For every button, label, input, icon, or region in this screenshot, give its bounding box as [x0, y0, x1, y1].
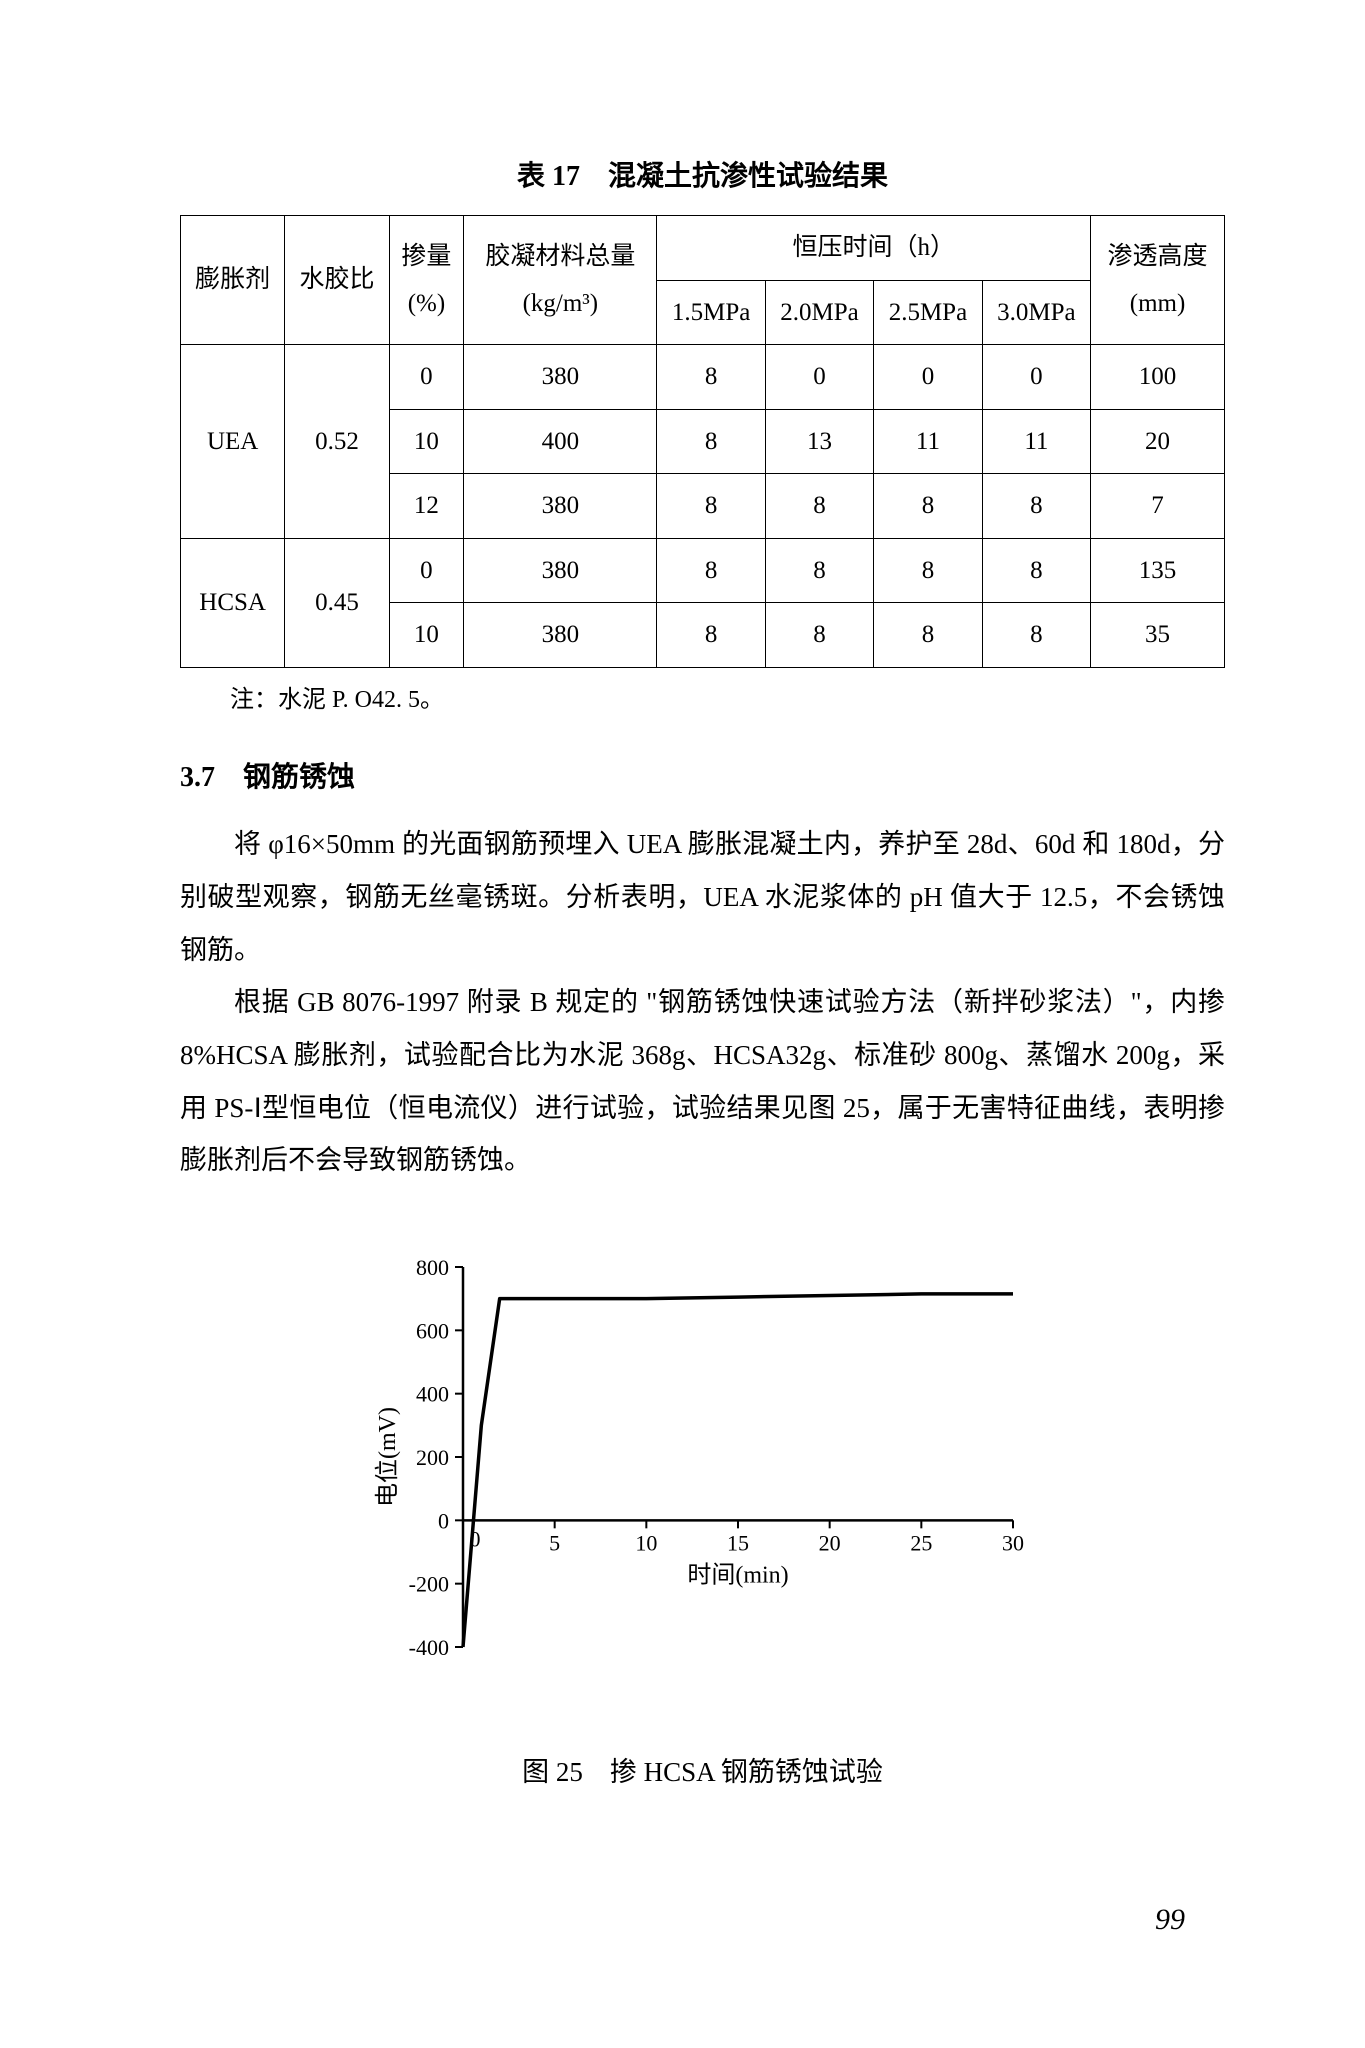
cell-ratio: 0.45: [285, 538, 389, 667]
svg-text:电位(mV): 电位(mV): [374, 1407, 401, 1507]
table-note: 注：水泥 P. O42. 5。: [230, 678, 1225, 724]
cell: 0: [765, 345, 873, 410]
cell: 35: [1091, 603, 1225, 668]
cell: 10: [389, 409, 464, 474]
svg-text:25: 25: [910, 1530, 932, 1555]
th-agent: 膨胀剂: [181, 216, 285, 345]
chart-svg: -400-2000200400600800051015202530时间(min)…: [363, 1237, 1043, 1717]
cell: 0: [982, 345, 1090, 410]
cell: 13: [765, 409, 873, 474]
svg-text:400: 400: [416, 1382, 449, 1407]
svg-text:30: 30: [1002, 1530, 1024, 1555]
cell: 12: [389, 474, 464, 539]
cell: 100: [1091, 345, 1225, 410]
body-paragraph-2: 根据 GB 8076-1997 附录 B 规定的 "钢筋锈蚀快速试验方法（新拌砂…: [180, 976, 1225, 1187]
section-heading: 3.7 钢筋锈蚀: [180, 751, 1225, 804]
corrosion-chart: -400-2000200400600800051015202530时间(min)…: [180, 1237, 1225, 1799]
cell: 8: [874, 474, 982, 539]
cell: 380: [464, 538, 657, 603]
svg-text:200: 200: [416, 1445, 449, 1470]
svg-text:10: 10: [635, 1530, 657, 1555]
th-height: 渗透高度(mm): [1091, 216, 1225, 345]
cell: 0: [389, 345, 464, 410]
cell: 8: [765, 474, 873, 539]
cell: 8: [657, 538, 765, 603]
cell: 380: [464, 345, 657, 410]
th-time: 恒压时间（h）: [657, 216, 1091, 281]
table-row: UEA 0.52 0 380 8 0 0 0 100: [181, 345, 1225, 410]
cell: 20: [1091, 409, 1225, 474]
cell: 8: [657, 474, 765, 539]
table-title: 表 17 混凝土抗渗性试验结果: [180, 150, 1225, 203]
table-header-row-1: 膨胀剂 水胶比 掺量(%) 胶凝材料总量(kg/m³) 恒压时间（h） 渗透高度…: [181, 216, 1225, 281]
cell: 8: [874, 538, 982, 603]
svg-text:800: 800: [416, 1255, 449, 1280]
body-paragraph-1: 将 φ16×50mm 的光面钢筋预埋入 UEA 膨胀混凝土内，养护至 28d、6…: [180, 818, 1225, 976]
cell: 8: [874, 603, 982, 668]
cell: 8: [982, 603, 1090, 668]
cell: 10: [389, 603, 464, 668]
page-number: 99: [1155, 1891, 1185, 1948]
cell: 8: [982, 538, 1090, 603]
cell: 0: [874, 345, 982, 410]
cell: 11: [982, 409, 1090, 474]
th-sub4: 3.0MPa: [982, 280, 1090, 345]
cell: 0: [389, 538, 464, 603]
th-ratio: 水胶比: [285, 216, 389, 345]
chart-caption: 图 25 掺 HCSA 钢筋锈蚀试验: [180, 1747, 1225, 1798]
svg-text:20: 20: [818, 1530, 840, 1555]
cell: 380: [464, 474, 657, 539]
svg-text:0: 0: [438, 1508, 449, 1533]
cell: 8: [657, 345, 765, 410]
th-sub1: 1.5MPa: [657, 280, 765, 345]
cell: 7: [1091, 474, 1225, 539]
cell-ratio: 0.52: [285, 345, 389, 539]
cell: 380: [464, 603, 657, 668]
cell: 135: [1091, 538, 1225, 603]
svg-text:时间(min): 时间(min): [687, 1561, 788, 1588]
cell: 8: [657, 603, 765, 668]
th-dosage: 掺量(%): [389, 216, 464, 345]
cell-agent: HCSA: [181, 538, 285, 667]
svg-text:-200: -200: [408, 1572, 448, 1597]
cell: 400: [464, 409, 657, 474]
svg-text:-400: -400: [408, 1635, 448, 1660]
cell: 8: [765, 603, 873, 668]
cell: 11: [874, 409, 982, 474]
svg-text:15: 15: [727, 1530, 749, 1555]
cell: 8: [982, 474, 1090, 539]
th-sub3: 2.5MPa: [874, 280, 982, 345]
th-sub2: 2.0MPa: [765, 280, 873, 345]
permeability-table: 膨胀剂 水胶比 掺量(%) 胶凝材料总量(kg/m³) 恒压时间（h） 渗透高度…: [180, 215, 1225, 668]
svg-text:600: 600: [416, 1318, 449, 1343]
cell-agent: UEA: [181, 345, 285, 539]
cell: 8: [657, 409, 765, 474]
svg-text:5: 5: [549, 1530, 560, 1555]
cell: 8: [765, 538, 873, 603]
table-row: HCSA 0.45 0 380 8 8 8 8 135: [181, 538, 1225, 603]
th-material: 胶凝材料总量(kg/m³): [464, 216, 657, 345]
